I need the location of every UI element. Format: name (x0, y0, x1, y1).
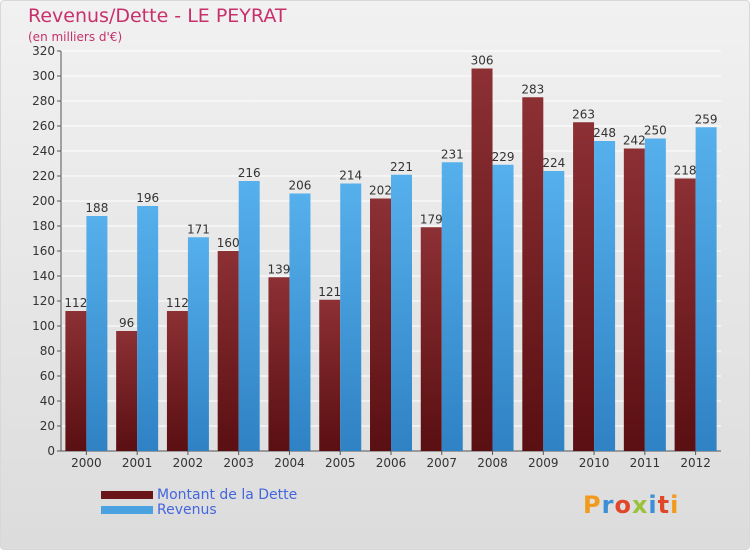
y-tick-label: 20 (40, 419, 55, 433)
legend-label-revenus: Revenus (157, 501, 217, 518)
bar-revenus (543, 171, 565, 451)
value-label-revenus: 229 (492, 150, 515, 164)
y-tick-label: 0 (47, 444, 55, 458)
value-label-dette: 112 (166, 296, 189, 310)
y-tick-label: 120 (32, 294, 55, 308)
bar-revenus (695, 127, 717, 451)
bar-revenus (86, 216, 108, 451)
bar-dette (522, 97, 544, 451)
bar-dette (420, 227, 442, 451)
y-tick-label: 140 (32, 269, 55, 283)
y-tick-label: 280 (32, 94, 55, 108)
bar-dette (116, 331, 138, 451)
x-tick-label: 2002 (173, 456, 204, 470)
x-tick-label: 2004 (274, 456, 305, 470)
legend-swatch-dette (101, 490, 153, 499)
legend: Montant de la Dette Revenus (101, 486, 298, 518)
bar-revenus (644, 138, 666, 451)
bar-revenus (441, 162, 463, 451)
chart-title: Revenus/Dette - LE PEYRAT (28, 5, 287, 27)
value-label-revenus: 224 (542, 156, 565, 170)
value-label-dette: 202 (369, 184, 392, 198)
legend-label-dette: Montant de la Dette (157, 486, 298, 503)
x-tick-label: 2003 (223, 456, 254, 470)
legend-swatch-revenus (101, 505, 153, 514)
value-label-revenus: 231 (441, 147, 464, 161)
bar-dette (471, 68, 493, 451)
x-tick-label: 2006 (376, 456, 407, 470)
bar-dette (319, 299, 341, 451)
bar-dette (573, 122, 595, 451)
bar-revenus (340, 183, 362, 451)
value-label-revenus: 259 (695, 112, 718, 126)
value-label-dette: 139 (268, 262, 291, 276)
bar-revenus (187, 237, 209, 451)
bar-dette (268, 277, 290, 451)
legend-item-revenus: Revenus (101, 501, 297, 518)
bar-revenus (137, 206, 159, 451)
bar-revenus (492, 164, 514, 451)
y-tick-label: 60 (40, 369, 55, 383)
value-label-dette: 121 (318, 285, 341, 299)
value-label-revenus: 196 (136, 191, 159, 205)
x-tick-label: 2007 (426, 456, 457, 470)
value-label-revenus: 250 (644, 124, 667, 138)
y-tick-label: 160 (32, 244, 55, 258)
y-tick-label: 40 (40, 394, 55, 408)
bar-dette (217, 251, 239, 451)
y-tick-label: 320 (32, 44, 55, 58)
value-label-dette: 112 (64, 296, 87, 310)
y-tick-label: 300 (32, 69, 55, 83)
y-tick-label: 240 (32, 144, 55, 158)
legend-item-dette: Montant de la Dette (101, 486, 298, 503)
value-label-revenus: 171 (187, 222, 210, 236)
value-label-revenus: 248 (593, 126, 616, 140)
x-tick-label: 2005 (325, 456, 356, 470)
proxiti-logo: Proxiti (583, 491, 680, 519)
y-tick-label: 260 (32, 119, 55, 133)
value-label-revenus: 221 (390, 160, 413, 174)
bar-dette (65, 311, 87, 451)
x-tick-label: 2011 (630, 456, 661, 470)
value-label-revenus: 188 (85, 201, 108, 215)
bar-dette (623, 148, 645, 451)
bar-dette (674, 178, 696, 451)
bar-revenus (391, 174, 412, 451)
value-label-dette: 242 (623, 134, 646, 148)
y-tick-label: 220 (32, 169, 55, 183)
bar-revenus (289, 193, 311, 451)
value-label-dette: 306 (471, 54, 494, 68)
y-tick-label: 200 (32, 194, 55, 208)
bar-revenus (594, 141, 616, 451)
value-label-dette: 96 (119, 316, 134, 330)
value-label-dette: 160 (217, 236, 240, 250)
x-tick-label: 2012 (680, 456, 711, 470)
x-tick-label: 2000 (71, 456, 102, 470)
x-tick-label: 2001 (122, 456, 153, 470)
bar-dette (370, 198, 391, 451)
y-tick-label: 80 (40, 344, 55, 358)
value-label-dette: 218 (674, 164, 697, 178)
value-label-revenus: 216 (238, 166, 261, 180)
x-tick-label: 2010 (579, 456, 610, 470)
value-label-dette: 179 (420, 212, 443, 226)
value-label-dette: 263 (572, 107, 595, 121)
bar-dette (166, 311, 188, 451)
value-label-revenus: 214 (339, 169, 362, 183)
x-tick-label: 2009 (528, 456, 559, 470)
value-label-revenus: 206 (289, 179, 312, 193)
y-tick-label: 100 (32, 319, 55, 333)
chart-subtitle: (en milliers d'€) (28, 30, 123, 44)
value-label-dette: 283 (521, 82, 544, 96)
bar-revenus (238, 181, 260, 451)
x-tick-label: 2008 (477, 456, 508, 470)
y-tick-label: 180 (32, 219, 55, 233)
